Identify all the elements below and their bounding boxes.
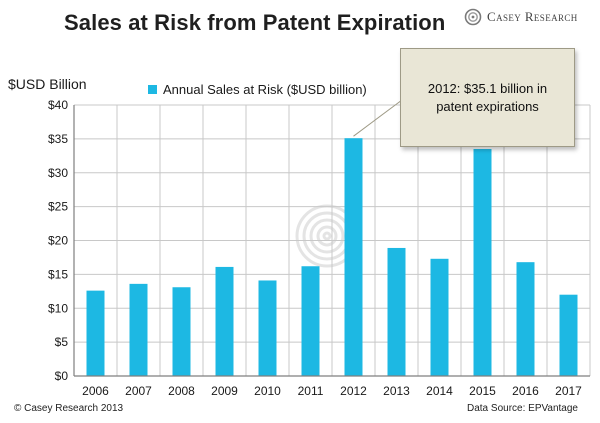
watermark-ring [322, 231, 332, 241]
callout-leader-line [353, 99, 403, 137]
y-axis-label: $USD Billion [8, 76, 87, 92]
bar-2012 [344, 138, 363, 376]
x-tick-label: 2009 [211, 384, 238, 398]
bar-2016 [516, 262, 535, 376]
y-tick-label: $10 [48, 301, 68, 315]
bars [86, 138, 578, 376]
x-tick-label: 2013 [383, 384, 410, 398]
bar-2015 [473, 149, 492, 376]
bar-2013 [387, 247, 406, 376]
bar-2011 [301, 266, 320, 376]
bar-2009 [215, 266, 234, 376]
annotation-callout: 2012: $35.1 billion in patent expiration… [400, 48, 575, 147]
x-tick-label: 2014 [426, 384, 453, 398]
callout-leader [353, 99, 403, 137]
y-tick-label: $30 [48, 166, 68, 180]
x-tick-label: 2010 [254, 384, 281, 398]
bar-2007 [129, 283, 148, 376]
bar-2008 [172, 287, 191, 376]
y-tick-label: $15 [48, 267, 68, 281]
legend-label: Annual Sales at Risk ($USD billion) [163, 82, 367, 97]
y-tick-label: $0 [55, 369, 69, 383]
legend: Annual Sales at Risk ($USD billion) [148, 82, 367, 97]
brand-logo: Casey Research [463, 8, 578, 26]
copyright-text: © Casey Research 2013 [14, 403, 124, 414]
y-tick-label: $20 [48, 234, 68, 248]
x-tick-label: 2015 [469, 384, 496, 398]
bar-2010 [258, 280, 277, 376]
data-source-text: Data Source: EPVantage [467, 403, 578, 414]
x-tick-label: 2007 [125, 384, 152, 398]
brand-name: Casey Research [487, 9, 578, 24]
watermark-ring [316, 225, 338, 247]
x-tick-labels: 2006 2007 2008 2009 2010 2011 2012 2013 2014 2015… [82, 384, 582, 398]
watermark-logo-icon [295, 204, 359, 268]
x-tick-label: 2016 [512, 384, 539, 398]
axes [73, 105, 590, 377]
legend-swatch [148, 85, 157, 94]
bar-2017 [559, 294, 578, 376]
chart-title: Sales at Risk from Patent Expiration [64, 10, 446, 35]
brand-emblem-icon [464, 8, 482, 26]
bar-2014 [430, 258, 449, 376]
annotation-text: 2012: $35.1 billion in patent expiration… [427, 80, 548, 114]
x-tick-label: 2012 [340, 384, 367, 398]
y-tick-label: $40 [48, 98, 68, 112]
x-tick-label: 2006 [82, 384, 109, 398]
x-tick-label: 2011 [298, 384, 324, 398]
y-tick-label: $5 [55, 335, 69, 349]
x-tick-label: 2008 [168, 384, 195, 398]
y-tick-labels: $0 $5 $10 $15 $20 $25 $30 $35 $40 [48, 98, 68, 383]
y-tick-label: $25 [48, 200, 68, 214]
x-tick-label: 2017 [555, 384, 582, 398]
bar-2006 [86, 290, 105, 376]
y-tick-label: $35 [48, 132, 68, 146]
watermark-ring [309, 218, 345, 254]
